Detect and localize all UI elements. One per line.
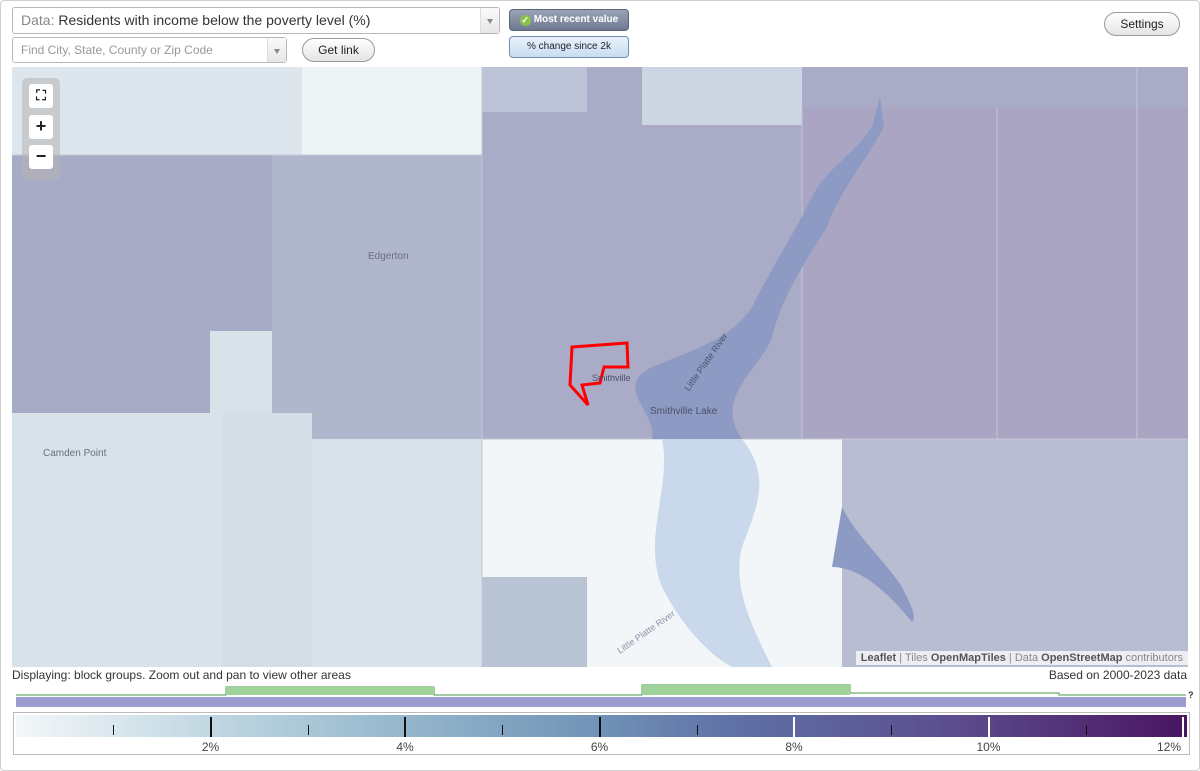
percent-change-toggle[interactable]: % change since 2k xyxy=(509,36,629,58)
place-label-smithville-lake: Smithville Lake xyxy=(650,406,718,417)
histogram-outline xyxy=(16,684,1186,696)
block-group-north-light xyxy=(302,67,482,157)
search-input[interactable]: Find City, State, County or Zip Code xyxy=(21,43,213,57)
legend-minor-tick xyxy=(891,725,893,735)
fullscreen-button[interactable]: ⛶ xyxy=(29,84,53,108)
legend-major-tick xyxy=(209,717,212,737)
minus-icon: − xyxy=(35,146,47,166)
tiles-prefix: Tiles xyxy=(904,652,928,664)
map-attribution: Leaflet | Tiles OpenMapTiles | Data Open… xyxy=(855,651,1188,665)
legend-tick-label: 4% xyxy=(396,740,414,754)
legend-major-tick xyxy=(598,717,601,737)
block-group-east xyxy=(802,107,1188,439)
block-group-north-pocket xyxy=(642,67,802,125)
block-group-far-west xyxy=(12,155,272,413)
block-group-south-central xyxy=(222,413,312,667)
data-prefix: Data: xyxy=(21,12,55,28)
most-recent-label: Most recent value xyxy=(533,14,619,25)
leaflet-link[interactable]: Leaflet xyxy=(860,652,897,664)
zoom-out-button[interactable]: − xyxy=(29,145,53,169)
legend-minor-tick xyxy=(696,725,698,735)
legend-major-tick xyxy=(793,717,795,737)
histogram-bar-1 xyxy=(226,687,434,695)
data-select-text: Data: Residents with income below the po… xyxy=(21,8,370,33)
legend-minor-tick xyxy=(502,725,504,735)
range-band xyxy=(16,697,1186,707)
histogram-bar-2 xyxy=(642,685,850,695)
legend-color-ramp xyxy=(16,715,1187,737)
place-label-smithville: Smithville xyxy=(592,373,631,383)
lake-south-arm xyxy=(654,439,772,667)
check-icon: ✓ xyxy=(519,15,531,26)
boundaries xyxy=(12,67,1188,667)
legend-tick-label: 8% xyxy=(785,740,803,754)
legend-major-tick xyxy=(404,717,406,737)
settings-button[interactable]: Settings xyxy=(1104,12,1180,36)
selected-area-outline[interactable] xyxy=(568,341,630,407)
legend-minor-tick xyxy=(113,725,115,735)
legend-tick-label: 2% xyxy=(201,740,220,754)
most-recent-toggle[interactable]: ✓ Most recent value xyxy=(509,9,629,31)
legend-minor-tick xyxy=(1085,725,1087,735)
zoom-in-button[interactable]: + xyxy=(29,115,53,139)
openmaptiles-link[interactable]: OpenMapTiles xyxy=(930,652,1006,664)
legend-tick-label: 6% xyxy=(590,740,609,754)
place-label-edgerton: Edgerton xyxy=(368,251,409,262)
location-search[interactable]: Find City, State, County or Zip Code xyxy=(12,37,287,63)
block-group-south-west-pocket xyxy=(482,577,587,667)
lake-east-arm xyxy=(832,507,914,622)
legend-major-tick xyxy=(987,717,990,737)
contributors-text: contributors xyxy=(1125,652,1183,664)
zoom-control: ⛶ + − xyxy=(22,78,60,180)
legend: 2% 4% 6% 8% 10% 12% xyxy=(13,712,1190,755)
place-label-camden-point: Camden Point xyxy=(43,448,107,459)
block-group-southeast xyxy=(842,439,1188,667)
data-select[interactable]: Data: Residents with income below the po… xyxy=(12,7,500,34)
legend-major-tick xyxy=(1182,717,1184,737)
fullscreen-icon: ⛶ xyxy=(36,87,46,103)
legend-tick-label: 12% xyxy=(1156,740,1182,754)
openstreetmap-link[interactable]: OpenStreetMap xyxy=(1041,652,1123,664)
legend-tick-label: 10% xyxy=(976,740,1001,754)
legend-minor-tick xyxy=(307,725,309,735)
map-canvas xyxy=(12,67,1188,667)
smithville-lake xyxy=(635,97,884,439)
help-icon[interactable]: ? xyxy=(1188,690,1194,700)
distribution-strip xyxy=(16,684,1186,707)
chevron-down-icon xyxy=(480,8,499,33)
data-range-status: Based on 2000-2023 data xyxy=(1048,668,1187,682)
get-link-button[interactable]: Get link xyxy=(302,38,375,62)
block-group-southwest xyxy=(12,331,272,667)
block-group-north-west-pocket xyxy=(482,67,587,112)
plus-icon: + xyxy=(35,116,47,136)
chevron-down-icon xyxy=(267,38,286,62)
data-value: Residents with income below the poverty … xyxy=(58,12,371,28)
displaying-status: Displaying: block groups. Zoom out and p… xyxy=(12,668,351,682)
map[interactable]: Edgerton Camden Point Smithville Lake Sm… xyxy=(12,67,1188,667)
data-prefix-attrib: Data xyxy=(1014,652,1039,664)
